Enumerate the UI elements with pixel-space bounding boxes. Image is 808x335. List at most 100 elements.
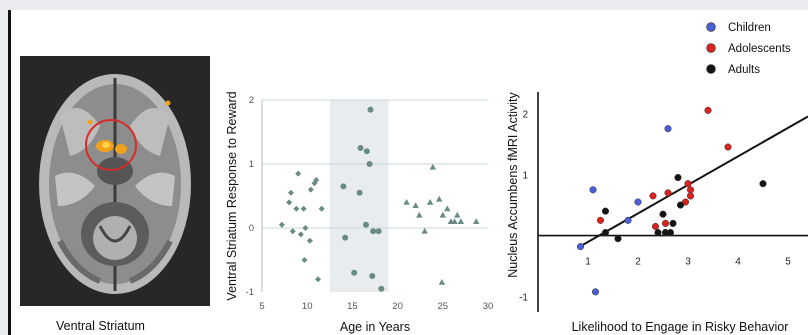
diamond-point [289,228,296,235]
diamond-point [301,257,308,263]
brain-caption: Ventral Striatum [56,319,145,333]
data-point [589,186,597,194]
x-tick-label: 5 [259,301,264,312]
y-tick-label: 2 [249,95,254,106]
triangle-point [412,202,419,208]
x-tick-label: 2 [635,257,641,268]
diamond-point [300,205,307,212]
diamond-point [307,186,314,193]
legend-marker [706,43,716,53]
diamond-point [287,189,294,196]
x-tick-label: 25 [438,301,449,312]
circle-point [357,145,364,151]
diamond-point [315,276,322,283]
triangle-point [454,211,461,218]
x-tick-label: 5 [785,257,791,268]
brain-axial-slice [20,56,210,306]
y-axis-label: Nucleus Accumbens fMRI Activity [506,92,520,278]
legend-label: Adults [728,64,760,76]
trend-line [582,115,808,246]
diamond-point [313,177,320,183]
circle-point [370,228,377,235]
circle-point [351,269,358,276]
data-point [684,180,692,188]
highlight-ring [85,119,137,171]
legend-marker [706,64,716,74]
y-tick-label: 0 [249,223,254,234]
circle-point [340,183,347,190]
diamond-point [293,205,300,212]
diamond-point [318,205,325,212]
circle-point [367,106,374,113]
x-tick-label: 4 [735,257,741,268]
triangle-point [426,199,434,205]
x-tick-label: 30 [483,301,494,312]
triangle-point [439,211,446,218]
circle-point [362,221,369,228]
data-point [634,198,642,206]
data-point [724,143,732,151]
y-tick-label: 1 [249,159,254,170]
diamond-point [302,225,309,231]
diamond-point [306,237,313,244]
legend-label: Adolescents [728,43,791,55]
circle-point [363,148,370,155]
triangle-point [457,218,465,224]
data-point [759,180,767,188]
diamond-point [286,199,293,206]
x-tick-label: 3 [685,257,691,268]
triangle-point [473,218,480,224]
adolescence-band [329,100,389,292]
triangle-point [438,279,446,285]
legend-marker [706,22,716,32]
data-point [591,288,600,296]
data-point [659,210,667,218]
data-point [614,235,622,243]
x-axis-label: Age in Years [340,320,410,334]
x-tick-label: 1 [585,257,591,268]
diamond-point [295,170,302,177]
x-tick-label: 10 [302,301,313,312]
data-point [674,174,682,182]
data-point [686,192,695,200]
data-point [676,201,685,209]
y-tick-label: -1 [519,293,528,304]
triangle-point [435,195,443,202]
data-point [661,219,670,227]
data-point [601,207,610,215]
data-point [649,192,657,200]
circle-point [375,228,382,235]
triangle-point [421,227,428,234]
y-axis-label: Ventral Striatum Response to Reward [225,91,239,300]
y-tick-label: 1 [522,171,528,182]
x-axis-label: Likelihood to Engage in Risky Behavior [572,320,789,334]
data-point [704,106,712,114]
diamond-point [278,221,285,228]
x-tick-label: 15 [347,301,358,312]
y-tick-label: -1 [246,287,254,298]
data-point [664,189,672,197]
data-point [601,229,610,237]
circle-point [356,189,363,196]
data-point [666,229,675,237]
triangle-point [451,218,458,224]
x-tick-label: 20 [392,301,403,312]
diamond-point [297,231,304,238]
legend-label: Children [728,22,771,34]
data-point [624,216,632,224]
triangle-point [429,163,437,170]
y-tick-label: 2 [522,109,528,120]
circle-point [366,161,373,167]
data-point [654,229,662,237]
circle-point [342,234,349,241]
triangle-point [403,199,410,205]
data-point [596,216,605,224]
data-point [686,186,695,194]
data-point [669,219,677,227]
data-point [576,243,585,251]
brain-image [20,56,210,306]
triangle-point [444,205,451,212]
